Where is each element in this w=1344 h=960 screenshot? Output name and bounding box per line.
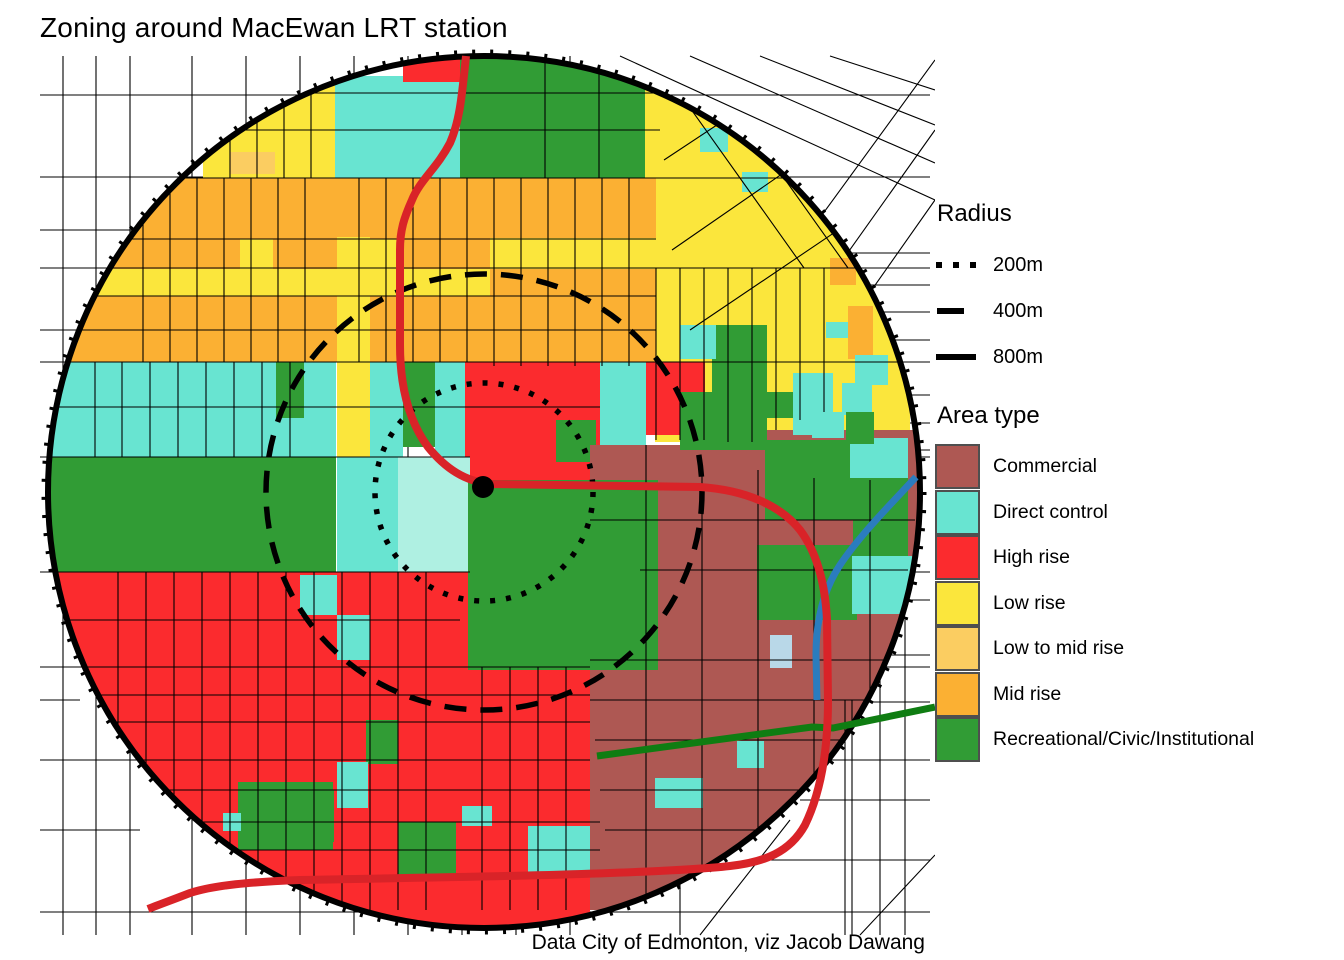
legend-label: Low to mid rise — [993, 637, 1125, 660]
legend-label: Recreational/Civic/Institutional — [993, 728, 1255, 751]
color-swatch — [935, 535, 980, 581]
legend-label: Commercial — [993, 455, 1098, 478]
color-swatch — [935, 489, 980, 535]
data-credit-caption: Data City of Edmonton, viz Jacob Dawang — [531, 931, 925, 954]
area-type-legend: Area type Commercial Direct control High… — [935, 402, 1335, 763]
legend-item-low-rise: Low rise — [935, 580, 1335, 627]
radius-item-800m: 800m — [935, 334, 1325, 380]
dotted-line-sample — [936, 262, 977, 268]
legend-item-direct-control: Direct control — [935, 489, 1335, 536]
solid-line-sample — [936, 354, 976, 360]
legend-item-high-rise: High rise — [935, 535, 1335, 581]
radius-label: 800m — [993, 345, 1044, 368]
radius-ring-800m-core — [45, 53, 923, 931]
radius-ring-400m — [263, 271, 705, 713]
radius-ring-200m — [372, 380, 596, 604]
radius-legend: Radius 200m 400m 800m — [935, 200, 1325, 380]
legend-item-mid-rise: Mid rise — [935, 671, 1335, 718]
legend-label: High rise — [993, 546, 1070, 569]
legend-item-recreational-civic-institutional: Recreational/Civic/Institutional — [935, 717, 1335, 763]
radius-label: 200m — [993, 253, 1044, 276]
color-swatch — [935, 444, 980, 490]
area-legend-title: Area type — [937, 402, 1040, 429]
legend-item-low-to-mid-rise: Low to mid rise — [935, 626, 1335, 672]
lrt-line-red — [146, 55, 833, 913]
legend-label: Direct control — [993, 500, 1108, 523]
legend-label: Mid rise — [993, 682, 1062, 705]
dashed-line-sample — [937, 308, 977, 314]
color-swatch — [935, 626, 980, 672]
color-swatch — [935, 671, 980, 717]
radius-legend-title: Radius — [937, 200, 1012, 227]
roads — [146, 55, 935, 913]
radius-label: 400m — [993, 299, 1044, 322]
green-road — [596, 703, 935, 760]
legend-item-commercial: Commercial — [935, 444, 1335, 490]
color-swatch — [935, 717, 980, 763]
radius-item-200m: 200m — [935, 242, 1325, 288]
color-swatch — [935, 580, 980, 626]
blue-road — [812, 474, 919, 701]
station-dot — [472, 476, 494, 498]
radius-item-400m: 400m — [935, 288, 1325, 334]
page-title: Zoning around MacEwan LRT station — [40, 12, 508, 43]
legend-label: Low rise — [993, 591, 1066, 614]
